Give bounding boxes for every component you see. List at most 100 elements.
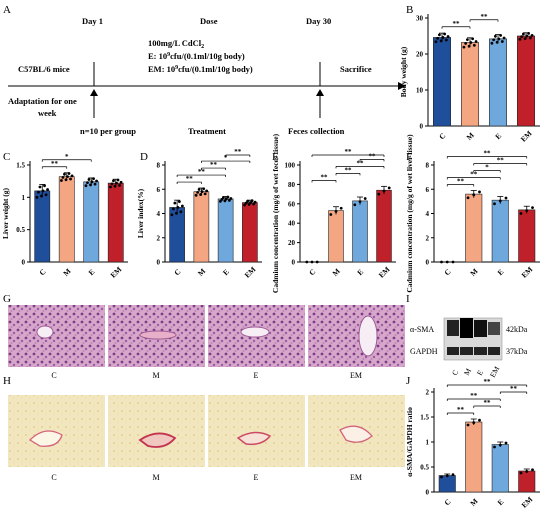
data-point-d-e-7 <box>229 197 233 200</box>
sig-label-e-0: ** <box>321 173 329 181</box>
bar-d-m <box>193 191 210 263</box>
data-point-d-em-1 <box>244 201 248 205</box>
data-point-e-e-2 <box>363 197 367 200</box>
blot-row-gapdh: GAPDH <box>410 347 438 356</box>
band-gapdh-em <box>488 347 500 355</box>
he-vessel-c <box>36 325 54 339</box>
x-tick-label-c-c: C <box>37 267 47 277</box>
bar-b-c <box>433 37 451 127</box>
data-point-j-c-1 <box>445 474 449 478</box>
data-point-e-em-0 <box>377 192 381 196</box>
data-point-b-em-5 <box>527 32 531 35</box>
panel-label-c: C <box>3 151 10 163</box>
bar-d-e <box>217 198 234 263</box>
data-point-j-m-2 <box>478 418 481 422</box>
data-point-b-em-3 <box>523 37 527 40</box>
data-point-c-c-0 <box>35 195 39 199</box>
bar-c-e <box>83 181 100 263</box>
bar-f-m <box>465 193 483 263</box>
data-point-e-em-2 <box>387 186 391 190</box>
bar-f-em <box>518 209 536 263</box>
x-tick-label-e-c: C <box>307 267 317 277</box>
data-point-f-em-1 <box>525 209 529 212</box>
band-asma-m <box>460 318 473 338</box>
mice-label: C57BL/6 mice <box>18 64 70 74</box>
blot-lane-e: E <box>475 368 485 377</box>
sr-vessel-e <box>236 431 272 446</box>
data-point-e-m-0 <box>329 213 333 216</box>
data-point-d-em-5 <box>250 199 254 203</box>
data-point-b-em-0 <box>518 37 522 41</box>
data-point-d-e-5 <box>226 195 230 199</box>
sacrifice-label: Sacrifice <box>340 64 372 74</box>
data-point-j-e-2 <box>504 441 508 445</box>
sig-label-f-3: ** <box>497 156 505 164</box>
data-point-c-m-0 <box>60 179 63 182</box>
data-point-j-em-1 <box>525 470 529 473</box>
y-tick-label-c-0: 0 <box>22 259 26 267</box>
data-point-f-e-2 <box>504 196 508 200</box>
data-point-c-em-0 <box>109 185 112 189</box>
sig-label-b-0: ** <box>453 20 461 28</box>
data-point-c-m-7 <box>70 174 74 178</box>
x-tick-label-c-e: E <box>87 267 97 277</box>
data-point-d-m-2 <box>197 188 201 191</box>
band-gapdh-e <box>474 347 487 355</box>
x-tick-label-d-em: EM <box>243 265 258 280</box>
data-point-d-c-3 <box>174 211 178 215</box>
data-point-b-e-7 <box>502 36 506 40</box>
he-image-em <box>308 305 405 367</box>
data-point-b-em-2 <box>521 32 525 36</box>
data-point-c-m-4 <box>66 175 69 179</box>
data-point-b-c-6 <box>444 38 448 42</box>
y-axis-label-j: α-SMA/GAPDH ratio <box>405 407 414 477</box>
band-asma-e <box>474 320 487 337</box>
sig-label-j-1: ** <box>484 399 492 407</box>
data-point-c-c-1 <box>37 190 40 194</box>
band-asma-c <box>447 320 459 336</box>
y-tick-label-e-1: 20 <box>288 239 296 247</box>
data-point-e-e-1 <box>358 200 362 204</box>
y-tick-label-j-4: 2 <box>426 389 430 397</box>
data-point-b-m-1 <box>464 42 468 45</box>
data-point-c-m-6 <box>69 177 72 181</box>
sig-label-f-0: ** <box>457 177 465 185</box>
data-point-c-e-7 <box>95 179 98 183</box>
data-point-b-em-4 <box>525 34 529 38</box>
y-tick-label-d-4: 8 <box>157 162 161 170</box>
adaptation-label-2: week <box>38 108 57 118</box>
adaptation-label-1: Adaptation for one <box>8 96 77 106</box>
data-point-c-e-5 <box>92 177 95 181</box>
sig-label-f-2: * <box>485 163 489 171</box>
y-tick-label-j-0: 0 <box>426 489 430 497</box>
panel-label-b: B <box>406 4 413 16</box>
data-point-c-m-1 <box>61 176 65 179</box>
panel-label-a: A <box>3 4 11 16</box>
y-tick-label-b-1: 10 <box>416 87 424 95</box>
y-tick-label-f-0: 0 <box>426 259 430 267</box>
data-point-b-c-2 <box>437 33 441 37</box>
sig-label-d-1: ** <box>198 168 206 176</box>
x-tick-label-d-e: E <box>221 267 231 277</box>
data-point-e-m-2 <box>339 206 343 210</box>
bar-e-m <box>328 210 344 263</box>
data-point-j-e-1 <box>498 443 502 447</box>
data-point-e-c-1 <box>310 260 314 264</box>
panel-label-h: H <box>3 375 11 387</box>
data-point-e-em-1 <box>382 189 386 193</box>
timeline-diagram: Day 1 Dose Day 30 100mg/L CdCl2 E: 109cf… <box>8 16 406 136</box>
sr-vessel-m <box>138 432 177 448</box>
y-tick-label-j-1: 0.5 <box>420 464 429 472</box>
blot-row-asma: α-SMA <box>410 325 434 334</box>
x-tick-label-d-m: M <box>196 267 207 278</box>
y-tick-label-c-3: 1.5 <box>16 162 25 170</box>
data-point-j-c-0 <box>440 475 443 479</box>
x-tick-label-j-em: EM <box>520 495 535 510</box>
data-point-c-em-2 <box>112 179 115 183</box>
panel-label-j: J <box>406 375 411 387</box>
y-tick-label-f-4: 8 <box>426 162 430 170</box>
data-point-d-em-0 <box>243 203 247 207</box>
data-point-b-e-0 <box>490 41 494 45</box>
data-point-b-em-1 <box>520 35 524 39</box>
